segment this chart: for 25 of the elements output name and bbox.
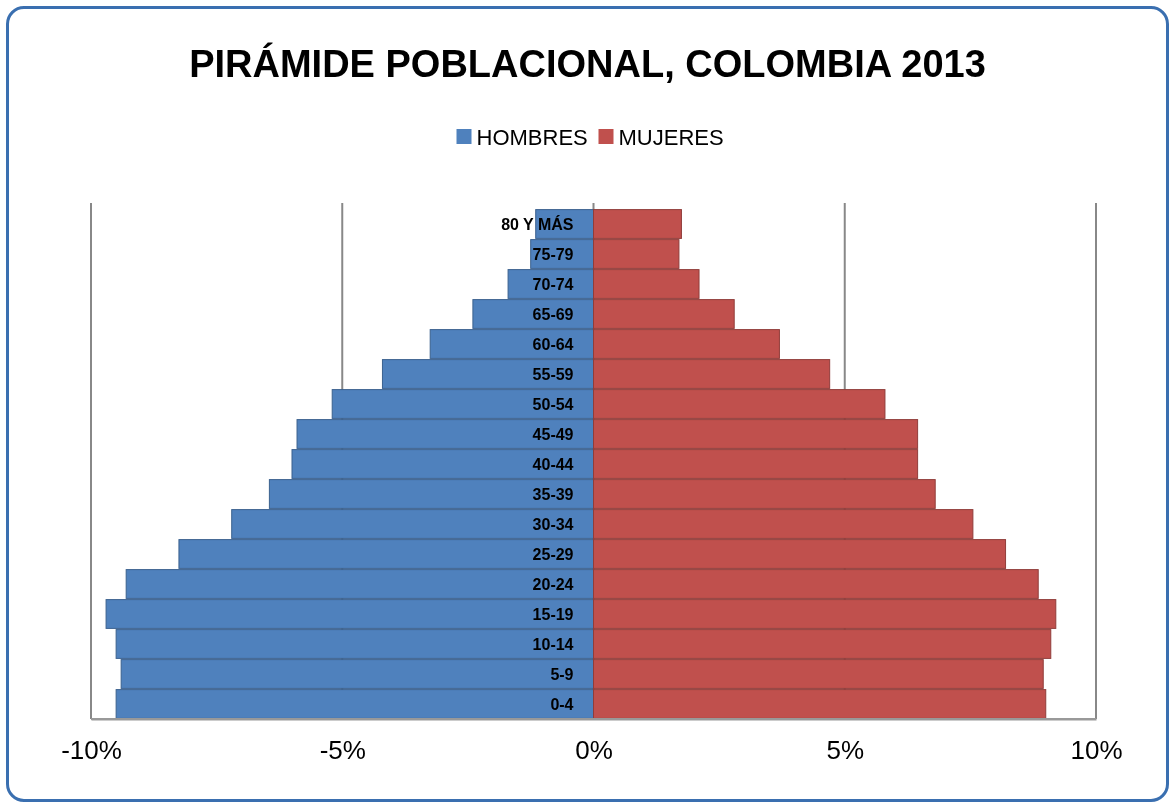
y-tick-label: 45-49 [532,425,574,443]
y-tick-label: 80 Y MÁS [501,214,574,233]
x-tick-label: 5% [826,735,865,766]
y-tick-label: 55-59 [532,365,574,383]
y-tick-label: 20-24 [532,575,574,593]
y-tick-label: 70-74 [532,275,574,293]
y-tick-label: 30-34 [532,515,574,533]
y-tick-label: 5-9 [550,665,574,683]
y-tick-label: 15-19 [532,605,574,623]
x-tick-label: -10% [61,735,122,766]
y-tick-label: 25-29 [532,545,574,563]
legend-label: MUJERES [618,124,724,150]
y-tick-label: 60-64 [532,335,574,353]
y-tick-label: 10-14 [532,635,574,653]
y-tick-label: 35-39 [532,485,574,503]
x-tick-label: 0% [575,735,613,766]
legend-label: HOMBRES [476,124,588,150]
chart-title: PIRÁMIDE POBLACIONAL, COLOMBIA 2013 [189,42,986,85]
y-tick-label: 75-79 [532,245,574,263]
x-tick-label: -5% [319,735,366,766]
y-tick-label: 65-69 [532,305,574,323]
y-tick-label: 50-54 [532,395,574,413]
x-tick-label: 10% [1070,735,1123,766]
y-tick-label: 0-4 [550,695,574,713]
y-tick-label: 40-44 [532,455,574,473]
